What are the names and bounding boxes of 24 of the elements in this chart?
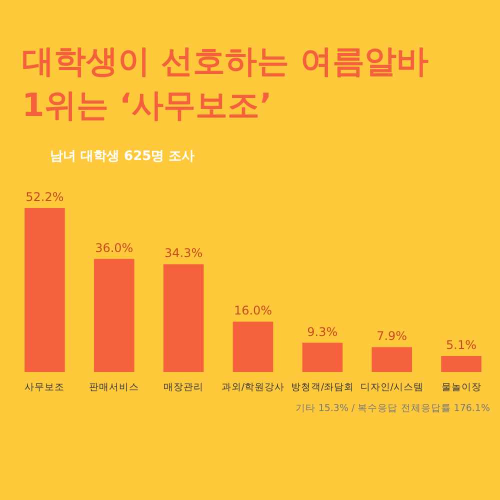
- title: 대학생이 선호하는 여름알바 1위는 ‘사무보조’: [22, 42, 428, 124]
- data-label: 36.0%: [95, 240, 134, 255]
- x-tick-label: 물놀이장: [441, 382, 482, 393]
- bar: [372, 347, 412, 372]
- data-label: 16.0%: [234, 304, 272, 318]
- bar: [94, 258, 134, 372]
- data-label: 5.1%: [446, 338, 477, 352]
- data-label: 34.3%: [164, 246, 203, 260]
- x-tick-label: 사무보조: [24, 382, 65, 393]
- bar: [232, 322, 274, 372]
- x-tick-label: 매장관리: [164, 382, 204, 393]
- bar: [441, 356, 482, 372]
- bar: [163, 264, 204, 372]
- x-tick-label: 과외/학원강사: [221, 382, 285, 393]
- text: 기타 15.3% / 복수응답 전체응답률 176.1%: [295, 403, 490, 414]
- bar: [302, 342, 343, 372]
- data-label: 52.2%: [26, 190, 64, 204]
- chart-subtitle: 남녀 대학생 625명 조사: [50, 149, 195, 164]
- x-tick-label: 판매서비스: [89, 382, 140, 393]
- bar: [24, 208, 65, 372]
- data-label: 9.3%: [307, 324, 338, 339]
- data-label: 7.9%: [376, 329, 408, 344]
- x-tick-label: 디자인/시스템: [360, 382, 424, 393]
- x-tick-label: 방청객/좌담회: [290, 382, 354, 393]
